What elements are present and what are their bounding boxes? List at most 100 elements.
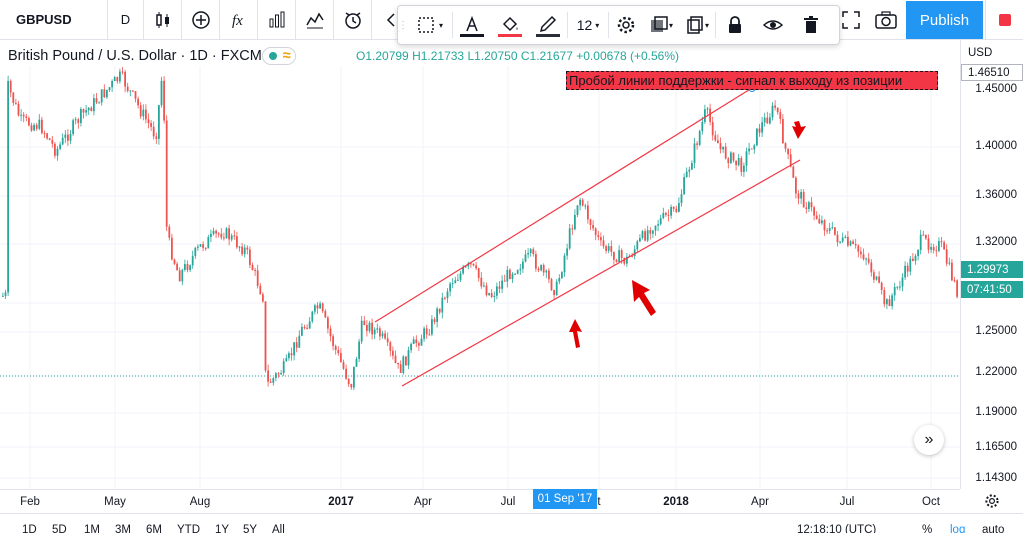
alert-clock-icon[interactable] (334, 0, 372, 40)
candle-body (542, 265, 545, 273)
range-5d[interactable]: 5D (52, 524, 67, 533)
candle-body (316, 305, 319, 309)
visual-order-button[interactable]: ▾ (643, 6, 679, 44)
svg-text:fx: fx (232, 13, 243, 29)
fill-color-button[interactable] (491, 6, 529, 44)
candle-body (555, 281, 558, 296)
candle-body (802, 191, 805, 208)
candle-body (132, 90, 134, 92)
channel-upper-line[interactable] (374, 87, 753, 323)
candle-body (766, 117, 769, 124)
settings-gear-icon[interactable] (609, 6, 643, 44)
candle-body (402, 356, 405, 373)
time-axis[interactable]: Feb May Aug 2017 Apr Jul t 2018 Apr Jul … (0, 489, 960, 513)
time-label: t (597, 496, 601, 508)
candle-body (574, 214, 576, 230)
plus-circle-icon[interactable] (182, 0, 220, 40)
candle-body (672, 206, 675, 209)
range-ytd[interactable]: YTD (177, 524, 200, 533)
candle-body (389, 342, 392, 351)
candle-body (451, 283, 454, 285)
chevron-left-icon[interactable] (372, 0, 410, 40)
candle-body (251, 264, 254, 271)
text-color-button[interactable] (453, 6, 491, 44)
candle-body (446, 291, 449, 299)
log-toggle[interactable]: log (950, 524, 966, 533)
candle-body (345, 368, 347, 379)
bars-compare-icon[interactable] (258, 0, 296, 40)
channel-lower-line[interactable] (401, 159, 801, 387)
candle-body (680, 194, 683, 204)
fullscreen-icon[interactable] (836, 0, 866, 40)
separator (715, 12, 716, 38)
price-chart[interactable] (0, 66, 960, 489)
candle-body (605, 246, 607, 251)
range-1d[interactable]: 1D (22, 524, 37, 533)
font-size-select[interactable]: 12 ▾ (576, 17, 600, 33)
symbol-search[interactable]: GBPUSD (0, 0, 108, 40)
candle-body (831, 227, 834, 229)
symbol-title[interactable]: British Pound / U.S. Dollar · 1D · FXCM (8, 48, 262, 64)
candle-body (77, 119, 80, 123)
candles-icon[interactable] (144, 0, 182, 40)
candle-body (636, 241, 639, 250)
market-open-dot-icon (268, 52, 277, 60)
candle-body (363, 320, 366, 325)
range-5y[interactable]: 5Y (243, 524, 258, 533)
clone-button[interactable]: ▾ (679, 6, 715, 44)
currency-label[interactable]: USD (968, 47, 993, 59)
percent-toggle[interactable]: % (922, 524, 933, 533)
candle-body (878, 276, 880, 283)
candle-body (438, 308, 441, 313)
candle-body (368, 322, 371, 331)
range-1m[interactable]: 1M (84, 524, 100, 533)
camera-icon[interactable] (868, 0, 904, 40)
line-color-button[interactable] (529, 6, 567, 44)
candle-body (449, 283, 451, 292)
candle-body (589, 219, 592, 226)
annotation-callout[interactable]: Пробой линии поддержки - сигнал к выходу… (566, 71, 938, 90)
candle-body (184, 264, 186, 270)
account-button[interactable] (985, 0, 1023, 40)
candle-body (875, 276, 878, 280)
open-value: O1.20799 (356, 49, 409, 63)
candle-body (85, 110, 87, 113)
candle-body (579, 199, 581, 206)
candle-body (714, 135, 717, 141)
candles (2, 66, 958, 391)
utc-clock[interactable]: 12:18:10 (UTC) (797, 524, 877, 533)
scroll-to-realtime-button[interactable]: » (914, 425, 944, 455)
interval-selector[interactable]: D (108, 0, 144, 40)
candle-body (178, 270, 181, 282)
candle-body (631, 255, 633, 257)
candle-body (756, 128, 758, 146)
candle-body (410, 343, 412, 351)
line-style-button[interactable]: ▾ (408, 6, 452, 44)
eye-icon[interactable] (754, 6, 792, 44)
candle-body (319, 303, 321, 309)
fx-icon[interactable]: fx (220, 0, 258, 40)
range-3m[interactable]: 3M (115, 524, 131, 533)
templates-icon[interactable] (296, 0, 334, 40)
candle-body (797, 193, 800, 199)
publish-button[interactable]: Publish (906, 1, 983, 39)
candle-body (763, 117, 766, 123)
candle-body (373, 329, 376, 335)
layers-icon (650, 16, 668, 32)
range-1y[interactable]: 1Y (215, 524, 230, 533)
lock-icon[interactable] (716, 6, 754, 44)
candle-body (137, 98, 139, 106)
range-all[interactable]: All (272, 524, 285, 533)
drag-handle-icon[interactable]: ⋮ (398, 19, 408, 31)
chart-settings-gear-icon[interactable] (978, 491, 1006, 511)
fill-color-swatch (498, 34, 522, 37)
candle-body (670, 206, 672, 216)
candle-body (558, 278, 561, 282)
trash-icon[interactable] (792, 6, 830, 44)
candle-body (711, 121, 714, 136)
range-6m[interactable]: 6M (146, 524, 162, 533)
auto-toggle[interactable]: auto (982, 524, 1005, 533)
candle-body (594, 228, 597, 236)
market-status-badge[interactable]: ≈ (261, 47, 296, 65)
candle-body (779, 112, 782, 119)
